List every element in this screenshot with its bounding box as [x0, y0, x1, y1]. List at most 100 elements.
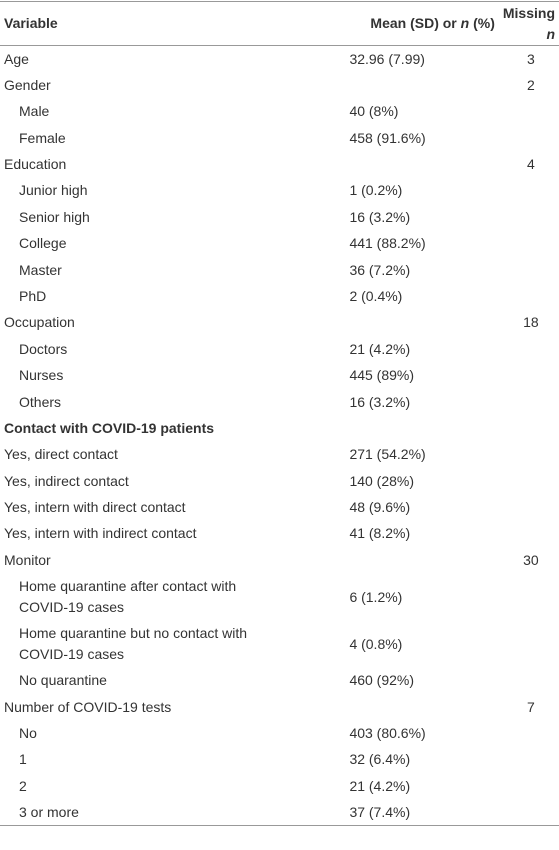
value-cell: 403 (80.6%) [349, 720, 502, 746]
missing-text: 18 [523, 314, 539, 331]
value-cell: 21 (4.2%) [349, 336, 502, 362]
table-row: Yes, intern with direct contact 48 (9.6%) [0, 494, 559, 520]
missing-cell [503, 720, 559, 746]
value-cell [350, 547, 502, 573]
value-cell: 40 (8%) [349, 98, 502, 124]
variable-text: Contact with COVID-19 patients [4, 419, 215, 436]
variable-text: No [19, 725, 37, 742]
missing-cell [503, 573, 559, 620]
variable-cell: Gender [0, 72, 350, 98]
variable-cell: Others [0, 389, 350, 415]
table-row: Yes, intern with indirect contact 41 (8.2… [0, 521, 559, 547]
variable-text: No quarantine [19, 672, 107, 689]
variable-cell: Male [0, 98, 350, 124]
value-text: 1 (0.2%) [349, 182, 403, 199]
variable-text: College [19, 235, 67, 252]
value-text: 140 (28%) [349, 472, 415, 489]
variable-text: Nurses [19, 367, 64, 384]
value-text: 458 (91.6%) [349, 129, 426, 146]
table-row: Number of COVID-19 tests 7 [0, 694, 559, 720]
variable-text: Master [19, 261, 62, 278]
variable-cell: 3 or more [0, 799, 350, 825]
value-cell: 1 (0.2%) [349, 177, 502, 203]
value-cell [350, 415, 502, 441]
variable-cell: Doctors [0, 336, 350, 362]
variable-cell: Yes, indirect contact [0, 468, 350, 494]
variable-cell: Yes, direct contact [0, 441, 350, 467]
missing-cell [503, 98, 559, 124]
variable-text: Yes, intern with indirect contact [4, 525, 197, 542]
variable-cell: Senior high [0, 204, 350, 230]
variable-cell: 2 [0, 773, 350, 799]
value-cell: 32.96 (7.99) [349, 46, 502, 72]
missing-cell [503, 441, 559, 467]
variable-cell: Home quarantine after contact with COVID… [0, 573, 350, 620]
value-text: 460 (92%) [349, 672, 415, 689]
variable-cell: Age [0, 46, 350, 72]
value-cell [350, 151, 502, 177]
variable-text: Age [4, 50, 29, 67]
variable-cell: Contact with COVID-19 patients [0, 415, 350, 441]
value-text: 21 (4.2%) [349, 340, 411, 357]
variable-cell: Monitor [0, 547, 350, 573]
missing-cell: 2 [503, 72, 559, 98]
table-row: Monitor 30 [0, 547, 559, 573]
header-row: Variable Mean (SD) or n (%) Missing n [0, 1, 559, 46]
missing-text: 2 [527, 76, 535, 93]
variable-text: Yes, direct contact [4, 446, 118, 463]
missing-cell: 4 [503, 151, 559, 177]
missing-cell [503, 230, 559, 256]
missing-cell [503, 746, 559, 772]
value-text: 403 (80.6%) [349, 725, 426, 742]
missing-cell [503, 362, 559, 388]
value-cell: 37 (7.4%) [349, 799, 502, 825]
value-cell: 36 (7.2%) [349, 257, 502, 283]
missing-text: 30 [523, 551, 539, 568]
header-mean: Mean (SD) or n (%) [350, 2, 502, 46]
header-text: n [460, 15, 470, 32]
variable-cell: 1 [0, 746, 350, 772]
table-row: Age 32.96 (7.99) 3 [0, 46, 559, 72]
variable-text: PhD [19, 287, 47, 304]
value-cell: 16 (3.2%) [349, 204, 502, 230]
value-text: 271 (54.2%) [349, 446, 426, 463]
variable-text: Monitor [4, 551, 51, 568]
variable-cell: Master [0, 257, 350, 283]
value-cell: 140 (28%) [349, 468, 502, 494]
table-row: Doctors 21 (4.2%) [0, 336, 559, 362]
table-row: Education 4 [0, 151, 559, 177]
missing-cell [503, 204, 559, 230]
table-row: Yes, direct contact 271 (54.2%) [0, 441, 559, 467]
value-cell: 41 (8.2%) [349, 521, 502, 547]
missing-text: 3 [527, 50, 535, 67]
variable-cell: Female [0, 125, 350, 151]
variable-text: Yes, intern with direct contact [4, 499, 186, 516]
missing-cell [503, 125, 559, 151]
value-cell [350, 309, 502, 335]
value-text: 32 (6.4%) [349, 751, 411, 768]
value-text: 41 (8.2%) [349, 525, 411, 542]
missing-cell [503, 620, 559, 667]
variable-text: Gender [4, 76, 51, 93]
value-cell: 460 (92%) [349, 667, 502, 693]
missing-cell [503, 177, 559, 203]
variable-text: Others [19, 393, 62, 410]
value-text: 16 (3.2%) [349, 393, 411, 410]
table-row: Master 36 (7.2%) [0, 257, 559, 283]
variable-text: Junior high [19, 182, 88, 199]
variable-cell: No [0, 720, 350, 746]
missing-cell [503, 336, 559, 362]
table-row: Contact with COVID-19 patients [0, 415, 559, 441]
value-text: 36 (7.2%) [349, 261, 411, 278]
value-text: 37 (7.4%) [349, 803, 411, 820]
header-text: (%) [469, 15, 495, 32]
value-cell: 458 (91.6%) [349, 125, 502, 151]
missing-cell [503, 799, 559, 825]
variable-cell: Education [0, 151, 350, 177]
value-text: 48 (9.6%) [349, 499, 411, 516]
value-cell: 21 (4.2%) [349, 773, 502, 799]
table-row: PhD 2 (0.4%) [0, 283, 559, 309]
header-text: Missing [502, 5, 555, 21]
missing-text: 7 [527, 698, 535, 715]
